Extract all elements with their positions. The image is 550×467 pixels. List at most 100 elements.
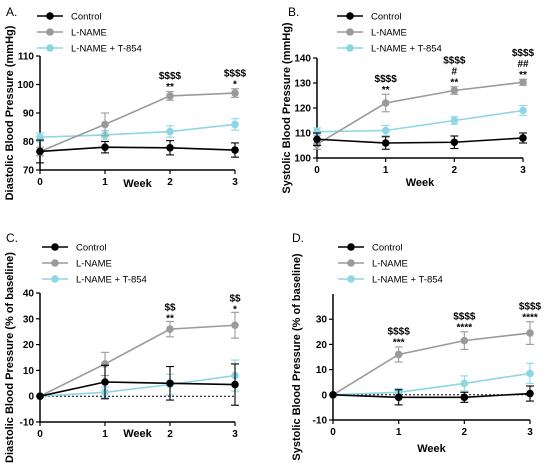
x-tick-label: 3: [527, 427, 533, 438]
y-axis-title: Systolic Blood Pressure (mmHg): [281, 22, 293, 193]
data-point: [36, 147, 44, 156]
y-tick-label: 110: [18, 52, 35, 63]
x-tick-label: 1: [383, 165, 389, 176]
data-point: [36, 133, 44, 142]
legend-entry: L-NAME: [71, 28, 107, 39]
significance-annotation: **: [166, 82, 174, 93]
chart-panel-a: A. 70 80 90 100 110 0 1 2 3 Week Diastolic Blood Pr…: [4, 5, 247, 200]
legend-swatch-marker: [46, 12, 54, 20]
legend-entry: L-NAME: [76, 259, 112, 270]
series-line-control: [316, 137, 524, 144]
series-line-l-name-t-854: [332, 372, 531, 396]
significance-annotation: $$: [229, 293, 241, 304]
y-tick-label: 70: [23, 166, 35, 177]
legend-swatch-marker: [51, 275, 59, 283]
legend-swatch-marker: [346, 28, 354, 36]
legend-swatch-marker: [51, 243, 59, 251]
significance-annotation: $$$$: [388, 327, 411, 338]
significance-annotation: ****: [522, 312, 538, 323]
y-axis-title: Diastolic Blood Pressure (mmHg): [4, 25, 16, 200]
series-line-l-name-t-854: [316, 109, 524, 133]
significance-annotation: $$$$: [519, 301, 542, 312]
data-point: [450, 116, 459, 125]
x-tick-label: 2: [462, 427, 468, 438]
significance-annotation: $$$$: [443, 56, 466, 67]
y-axis-title: Diastolic Blood Pressure (% of baseline): [4, 252, 16, 463]
y-tick-label: 20: [23, 340, 35, 351]
significance-annotation: $$: [164, 302, 176, 313]
x-tick-label: 2: [167, 429, 173, 440]
x-tick-label: 1: [396, 427, 402, 438]
panel-label: B.: [288, 5, 299, 19]
panel-label: A.: [6, 5, 17, 19]
series-line-l-name: [332, 332, 531, 396]
data-point: [231, 321, 239, 330]
significance-annotation: $$$$: [512, 48, 535, 59]
significance-annotation: **: [166, 313, 174, 324]
x-axis-title: Week: [123, 178, 152, 190]
data-point: [526, 369, 534, 378]
legend-entry: L-NAME: [372, 259, 408, 270]
data-point: [101, 378, 109, 386]
data-point: [166, 92, 174, 100]
x-tick-label: 2: [167, 177, 173, 188]
legend-swatch-marker: [347, 259, 355, 267]
data-point: [166, 127, 174, 136]
x-tick-label: 0: [37, 429, 43, 440]
series-line-l-name-t-854: [39, 374, 236, 397]
y-tick-label: 20: [316, 340, 328, 351]
data-point: [450, 86, 459, 95]
x-axis-title: Week: [417, 443, 446, 455]
x-tick-label: 1: [102, 429, 108, 440]
chart-panel-b: B. 100 110 120 130 140 0 1 2 3 Week Systolic Blood …: [281, 5, 535, 194]
y-tick-label: -10: [313, 416, 328, 427]
y-tick-label: 30: [316, 315, 328, 326]
data-point: [450, 138, 459, 147]
legend-entry: L-NAME + T-854: [372, 275, 443, 286]
y-tick-label: 0: [28, 392, 34, 403]
data-point: [381, 139, 390, 147]
data-point: [329, 391, 337, 399]
data-point: [460, 379, 469, 388]
data-point: [381, 99, 390, 107]
data-point: [36, 392, 44, 401]
y-tick-label: 100: [294, 154, 311, 165]
data-point: [394, 393, 403, 402]
data-point: [166, 143, 174, 152]
data-point: [519, 78, 527, 87]
significance-annotation: #: [452, 67, 458, 78]
x-axis-title: Week: [406, 177, 435, 189]
legend-swatch-marker: [346, 44, 354, 52]
y-tick-label: -10: [20, 418, 35, 429]
significance-annotation: **: [382, 85, 390, 96]
panel-label: C.: [6, 231, 18, 245]
panel-label: D.: [292, 231, 304, 245]
x-tick-label: 3: [232, 429, 238, 440]
y-tick-label: 90: [23, 109, 35, 120]
y-tick-label: 140: [294, 54, 311, 65]
legend-entry: L-NAME + T-854: [76, 275, 147, 286]
data-point: [231, 146, 239, 154]
y-axis-title: Systolic Blood Pressure (% of baseline): [291, 253, 303, 461]
data-point: [166, 379, 174, 388]
significance-annotation: $$$$: [453, 312, 476, 323]
data-point: [313, 135, 321, 144]
y-tick-label: 110: [295, 129, 312, 140]
significance-annotation: *: [233, 304, 237, 315]
y-tick-label: 30: [23, 314, 35, 325]
significance-annotation: ***: [393, 338, 405, 349]
y-tick-label: 10: [23, 366, 35, 377]
legend-swatch-marker: [46, 28, 54, 36]
significance-annotation: $$$$: [224, 68, 247, 79]
data-point: [231, 89, 239, 97]
data-point: [381, 126, 390, 135]
legend-swatch-marker: [51, 259, 59, 267]
y-tick-label: 40: [23, 289, 35, 300]
series-line-l-name: [39, 324, 236, 397]
significance-annotation: $$$$: [159, 71, 182, 82]
legend-entry: L-NAME + T-854: [371, 44, 442, 55]
data-point: [460, 393, 469, 402]
data-point: [526, 329, 534, 337]
x-tick-label: 0: [330, 427, 336, 438]
